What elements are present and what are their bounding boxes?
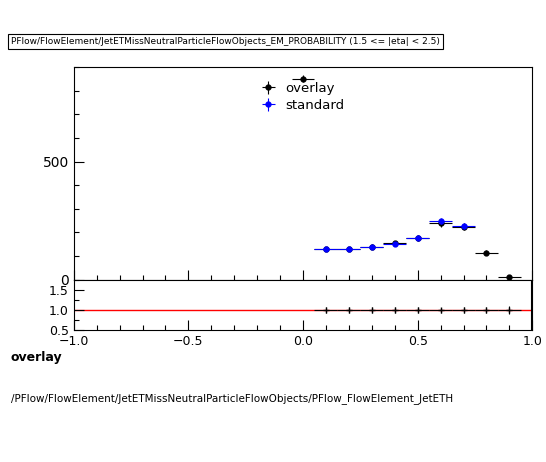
Text: /PFlow/FlowElement/JetETMissNeutralParticleFlowObjects/PFlow_FlowElement_JetETH: /PFlow/FlowElement/JetETMissNeutralParti… xyxy=(11,393,453,404)
Text: PFlow/FlowElement/JetETMissNeutralParticleFlowObjects_EM_PROBABILITY (1.5 <= |et: PFlow/FlowElement/JetETMissNeutralPartic… xyxy=(11,37,440,46)
Text: overlay: overlay xyxy=(11,351,63,364)
Legend: overlay, standard: overlay, standard xyxy=(254,78,348,116)
